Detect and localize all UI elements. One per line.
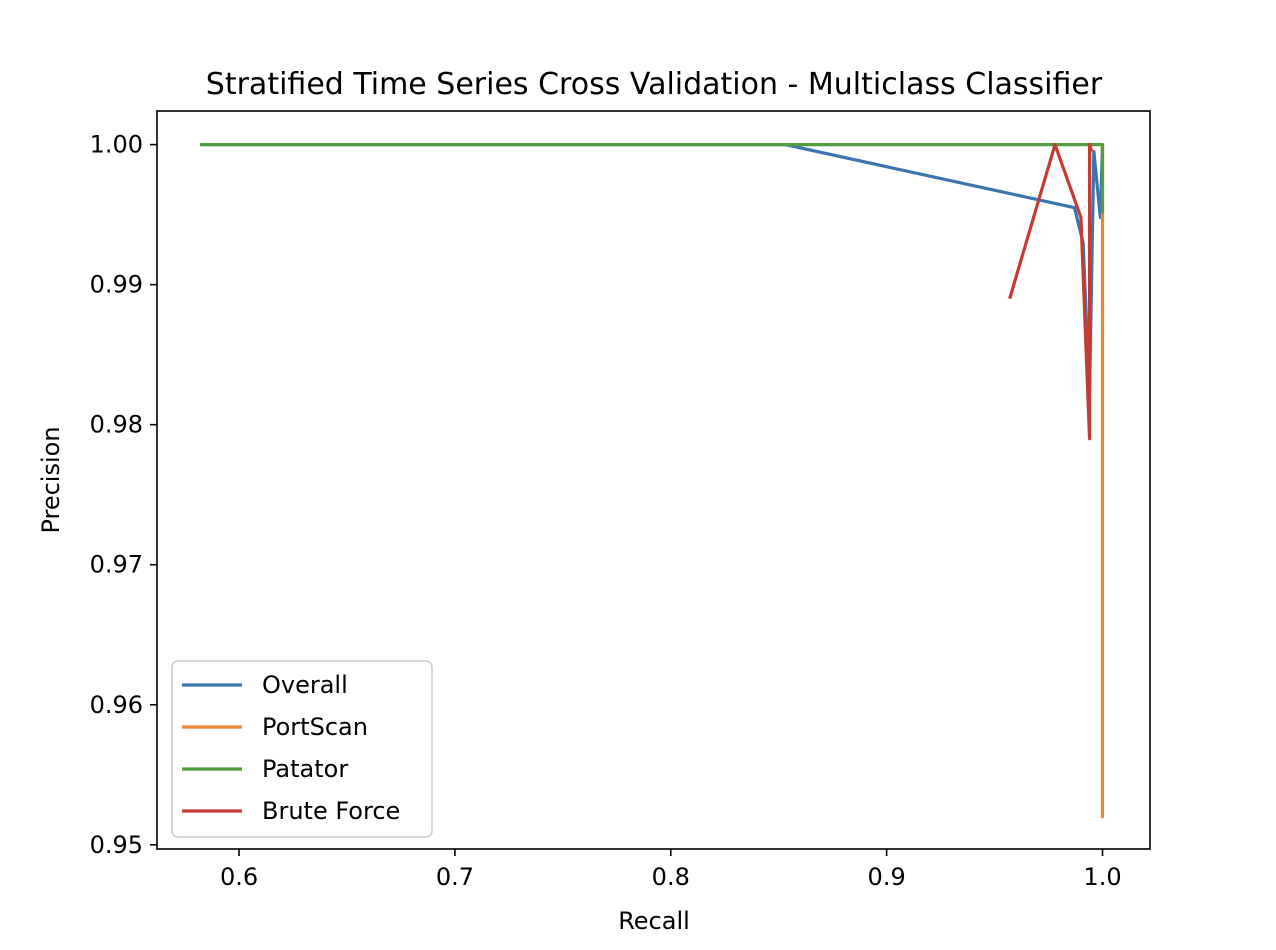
plot-frame — [156, 110, 1151, 850]
chart-title: Stratified Time Series Cross Validation … — [206, 67, 1103, 102]
y-tick-label: 0.98 — [90, 411, 143, 439]
x-tick-label: 0.8 — [652, 863, 690, 891]
y-tick-label: 0.99 — [90, 271, 143, 299]
legend-label: Brute Force — [262, 797, 400, 825]
legend-label: Overall — [262, 671, 348, 699]
x-axis-ticks: 0.6 0.7 0.8 0.9 1.0 — [220, 849, 1122, 891]
y-tick-label: 1.00 — [90, 131, 143, 159]
y-tick-label: 0.97 — [90, 551, 143, 579]
legend: Overall PortScan Patator Brute Force — [171, 660, 433, 838]
x-tick-label: 0.7 — [436, 863, 474, 891]
series-line-patator — [200, 143, 1105, 214]
legend-box — [171, 660, 433, 838]
x-axis-label: Recall — [618, 907, 690, 935]
legend-label: Patator — [262, 755, 348, 783]
x-tick-label: 0.6 — [220, 863, 258, 891]
legend-items: Overall PortScan Patator Brute Force — [182, 671, 400, 825]
series-line-brute-force — [1008, 143, 1094, 441]
x-tick-label: 0.9 — [868, 863, 906, 891]
y-axis-label: Precision — [37, 426, 65, 533]
x-tick-label: 1.0 — [1083, 863, 1121, 891]
y-tick-label: 0.96 — [90, 691, 143, 719]
y-axis-ticks: 0.95 0.96 0.97 0.98 0.99 1.00 — [90, 131, 157, 859]
legend-label: PortScan — [262, 713, 368, 741]
y-tick-label: 0.95 — [90, 831, 143, 859]
plot-lines — [200, 143, 1105, 819]
